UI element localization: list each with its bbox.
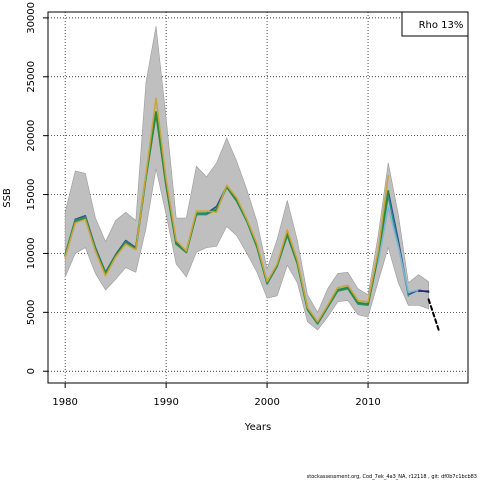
y-tick-label: 20000 xyxy=(26,120,37,152)
y-tick-label: 30000 xyxy=(26,2,37,34)
y-tick-label: 15000 xyxy=(26,179,37,211)
x-tick-label: 2000 xyxy=(254,397,279,408)
series-line-4 xyxy=(64,97,389,323)
y-tick-label: 25000 xyxy=(26,61,37,93)
y-axis-title: SSB xyxy=(2,188,13,208)
legend-text: Rho 13% xyxy=(419,20,464,31)
series-layer xyxy=(64,97,440,331)
series-line-5 xyxy=(377,206,420,294)
grid-lines xyxy=(48,12,468,383)
y-axis: 0 5000 10000 15000 20000 25000 30000 xyxy=(26,2,48,374)
x-tick-label: 1980 xyxy=(52,397,77,408)
y-tick-label: 5000 xyxy=(26,300,37,325)
x-tick-label: 1990 xyxy=(153,397,178,408)
series-line-7 xyxy=(427,298,440,331)
legend: Rho 13% xyxy=(401,11,469,37)
legend-box xyxy=(401,11,469,37)
plot-frame xyxy=(47,11,469,384)
y-tick-label: 0 xyxy=(26,368,37,374)
confidence-band xyxy=(64,26,429,331)
x-axis-title: Years xyxy=(244,422,271,433)
confidence-band-layer xyxy=(64,26,429,331)
x-axis: 1980 1990 2000 2010 xyxy=(52,383,381,408)
x-tick-label: 2010 xyxy=(355,397,380,408)
footer-text: stockassessment.org, Cod_7ek_4a3_NA, r12… xyxy=(307,474,477,480)
y-tick-label: 10000 xyxy=(26,238,37,270)
